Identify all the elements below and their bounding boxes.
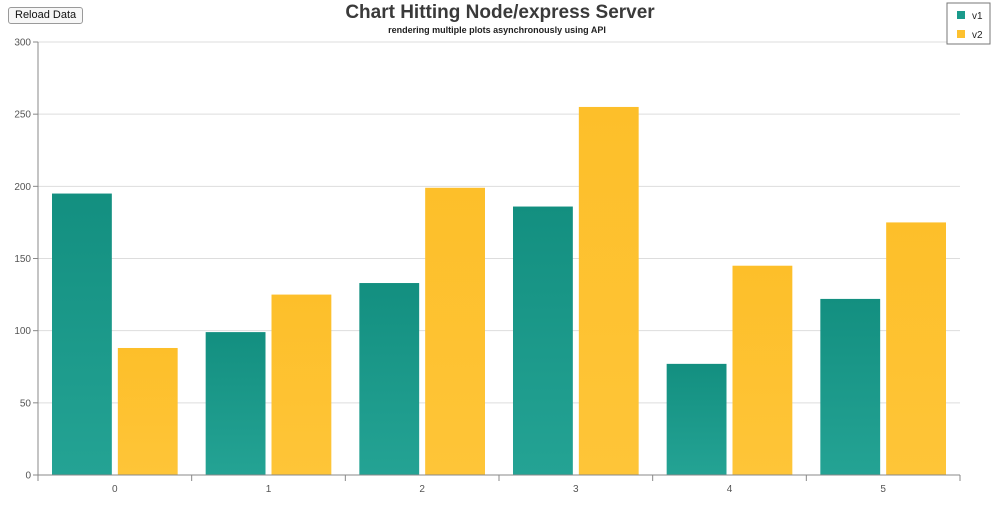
bar-v1-1	[205, 332, 266, 475]
chart-title: Chart Hitting Node/express Server	[345, 2, 655, 23]
x-tick-label: 5	[880, 484, 886, 495]
y-axis: 0 50 100 150 200 250 300	[14, 38, 39, 482]
bar-v2-4	[732, 265, 793, 475]
x-tick-label: 3	[573, 484, 579, 495]
y-tick-label: 250	[14, 110, 31, 121]
bar-v2-3	[578, 106, 639, 475]
grid-lines	[38, 41, 960, 404]
y-tick-label: 300	[14, 38, 31, 49]
bar-v2-5	[886, 222, 946, 475]
bar-v1-3	[513, 206, 573, 476]
legend: v1 v2	[946, 2, 991, 45]
bar-v1-0	[52, 193, 112, 476]
bar-v1-2	[359, 283, 420, 475]
y-tick-label: 0	[25, 471, 31, 482]
legend-swatch-v1	[957, 11, 965, 19]
x-tick-label: 4	[727, 484, 733, 495]
bar-v2-2	[425, 187, 485, 475]
y-tick-label: 150	[14, 254, 31, 265]
reload-data-button[interactable]: Reload Data	[8, 7, 84, 24]
legend-label-v2: v2	[972, 30, 983, 41]
x-tick-label: 1	[266, 484, 272, 495]
bar-v1-5	[820, 298, 881, 475]
legend-label-v1: v1	[972, 11, 983, 22]
x-tick-label: 2	[419, 484, 425, 495]
y-tick-label: 50	[20, 398, 32, 409]
legend-swatch-v2	[957, 30, 965, 38]
x-axis: 0 1 2 3 4 5	[37, 474, 961, 495]
bar-v1-4	[666, 363, 727, 475]
x-tick-label: 0	[112, 484, 118, 495]
bar-v2-1	[271, 294, 332, 475]
bars	[52, 106, 946, 476]
chart-subtitle: rendering multiple plots asynchronously …	[388, 25, 606, 35]
legend-box	[946, 2, 991, 45]
bar-v2-0	[117, 347, 178, 475]
y-tick-label: 100	[14, 326, 31, 337]
y-tick-label: 200	[14, 182, 31, 193]
